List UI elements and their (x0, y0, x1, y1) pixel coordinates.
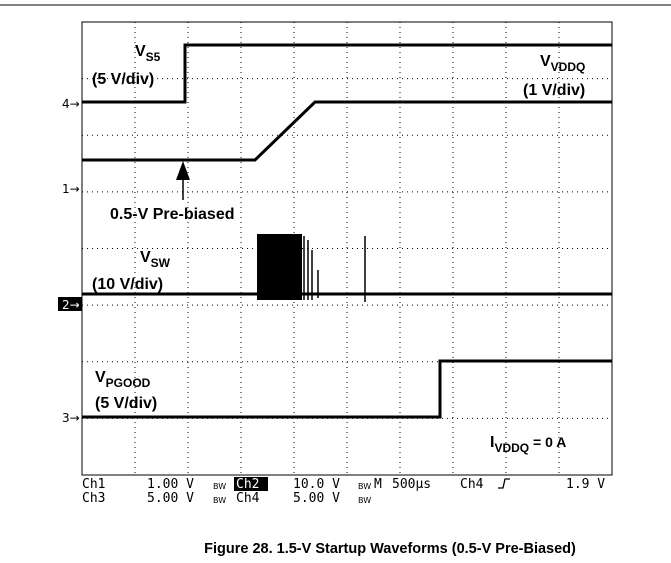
label-prebiased: 0.5-V Pre-biased (110, 206, 235, 223)
status-bw: BW (213, 482, 226, 491)
label-vpgood: VPGOOD (95, 369, 151, 390)
status-ch1: Ch1 (82, 477, 105, 492)
status-ch4-scale: 5.00 V (293, 491, 340, 506)
status-ch2-scale: 10.0 V (293, 477, 340, 492)
marker-3: 3→ (62, 411, 80, 425)
status-bw: BW (358, 496, 371, 505)
label-vvddq-scale: (1 V/div) (523, 82, 585, 99)
status-timebase: 500µs (392, 477, 431, 492)
marker-1: 1→ (62, 182, 80, 196)
status-bw: BW (213, 496, 226, 505)
status-ch3-scale: 5.00 V (147, 491, 194, 506)
vsw-spikes (303, 236, 366, 302)
marker-2-bg (58, 297, 82, 311)
screen-frame (81, 21, 613, 476)
caption: Figure 28. 1.5-V Startup Waveforms (0.5-… (204, 541, 576, 557)
status-m: M (374, 477, 382, 492)
label-vs5-scale: (5 V/div) (92, 71, 154, 88)
marker-4: 4→ (62, 97, 80, 111)
status-bw: BW (358, 482, 371, 491)
label-vvddq: VVDDQ (540, 53, 585, 74)
label-vs5: VS5 (135, 43, 161, 64)
status-trigger-ch: Ch4 (460, 477, 484, 492)
trace-vvddq (82, 100, 612, 162)
trace-vs5 (82, 43, 612, 104)
status-ch2: Ch2 (236, 477, 259, 492)
status-ch2-bg (234, 477, 268, 491)
trigger-edge (498, 478, 510, 489)
label-vsw: VSW (140, 249, 171, 270)
label-vpgood-scale: (5 V/div) (95, 395, 157, 412)
trace-vpgood (82, 359, 612, 419)
status-trigger-level: 1.9 V (566, 477, 605, 492)
label-current: IVDDQ = 0 A (490, 434, 566, 455)
marker-2: 2→ (62, 298, 80, 312)
status-ch4: Ch4 (236, 491, 260, 506)
status-ch1-scale: 1.00 V (147, 477, 194, 492)
vsw-burst (257, 234, 302, 300)
status-ch3: Ch3 (82, 491, 105, 506)
arrow-head (176, 161, 190, 180)
label-vsw-scale: (10 V/div) (92, 276, 163, 293)
